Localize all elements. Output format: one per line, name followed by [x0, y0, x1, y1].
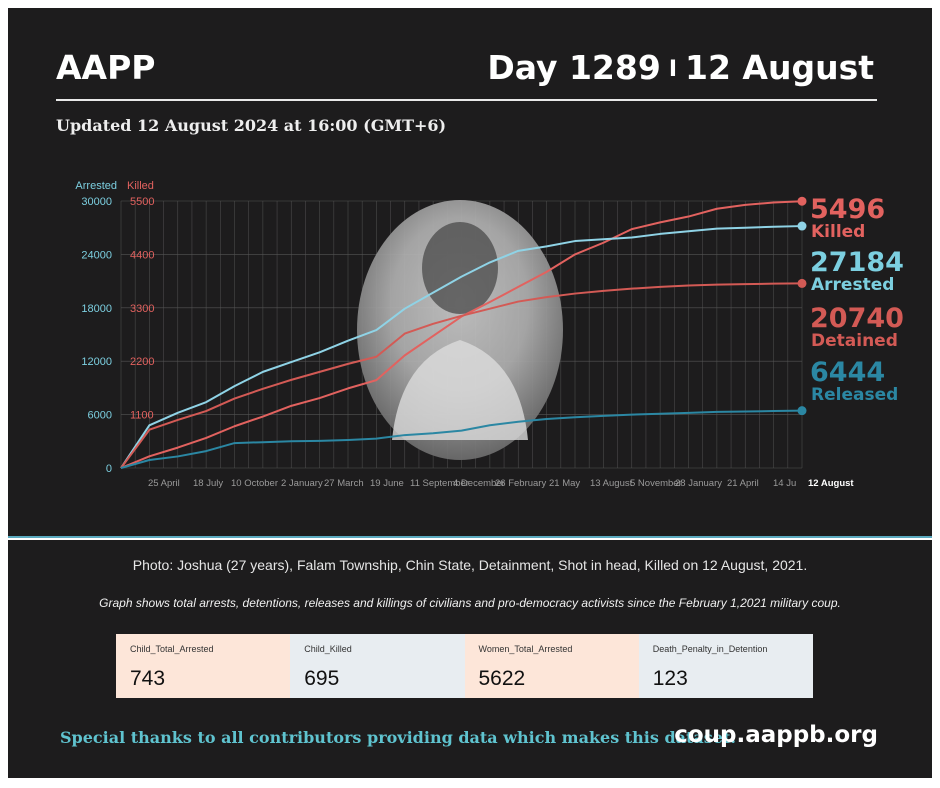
left-axis-tick-label: 30000: [81, 196, 112, 208]
x-tick-label: 5 November: [630, 478, 682, 489]
kpi-tile: Death_Penalty_in_Detention 123: [638, 634, 813, 698]
kpi-label: Child_Killed: [304, 644, 352, 654]
series-line-arrested: [120, 225, 803, 469]
day-date: 12 August: [685, 48, 874, 87]
series-line-detained: [120, 282, 803, 469]
graph-note: Graph shows total arrests, detentions, r…: [99, 596, 841, 610]
end-label-value: 6444: [810, 357, 885, 388]
series-end-dot-killed: [797, 196, 807, 206]
right-axis-tick-label: 4400: [130, 249, 154, 261]
day-number: Day 1289: [487, 48, 661, 87]
site-url[interactable]: coup.aappb.org: [674, 722, 878, 748]
kpi-row: Child_Total_Arrested 743 Child_Killed 695 Wo…: [116, 634, 813, 698]
x-tick-label: 25 April: [148, 478, 180, 489]
end-label-value: 20740: [810, 303, 904, 334]
portrait-shirt: [392, 340, 528, 440]
end-label-name: Killed: [811, 222, 865, 242]
x-tick-label: 26 February: [495, 478, 546, 489]
kpi-value: 695: [304, 667, 340, 690]
x-tick-label: 19 June: [370, 478, 404, 489]
thanks-text: Special thanks to all contributors provi…: [60, 728, 736, 747]
left-axis-tick-label: 12000: [81, 356, 112, 368]
kpi-label: Women_Total_Arrested: [478, 644, 573, 654]
section-divider: [8, 536, 932, 538]
kpi-value: 123: [652, 667, 688, 690]
axis-labels: 0 6000 1100 12000 2200 18000 3300 24000 4400 3000…: [75, 180, 854, 489]
x-tick-label: 10 October: [231, 478, 278, 489]
kpi-value: 5622: [478, 667, 526, 690]
left-axis-tick-label: 0: [106, 463, 112, 475]
series-line-released: [120, 409, 803, 469]
left-axis-tick-label: 18000: [81, 303, 112, 315]
updated-timestamp: Updated 12 August 2024 at 16:00 (GMT+6): [56, 116, 447, 135]
x-tick-label: 13 August: [590, 478, 633, 489]
series-end-dot-detained: [797, 278, 807, 288]
x-tick-label: 21 April: [727, 478, 759, 489]
left-axis-tick-label: 24000: [81, 249, 112, 261]
day-separator: I: [668, 57, 678, 82]
right-axis-title: Killed: [127, 180, 154, 192]
series-end-dot-arrested: [797, 221, 807, 231]
kpi-tile: Child_Killed 695: [290, 634, 465, 698]
end-label-value: 5496: [810, 194, 885, 225]
end-label-name: Released: [811, 385, 898, 405]
left-axis-tick-label: 6000: [88, 410, 112, 422]
end-label-value: 27184: [810, 247, 904, 278]
x-tick-label: 12 August: [808, 478, 854, 489]
kpi-label: Child_Total_Arrested: [130, 644, 214, 654]
x-tick-label: 21 May: [549, 478, 580, 489]
portrait-photo: [357, 200, 563, 460]
cumulative-line-chart: 0 6000 1100 12000 2200 18000 3300 24000 4400 3000…: [75, 180, 904, 489]
kpi-tile: Child_Total_Arrested 743: [116, 634, 291, 698]
x-tick-label: 2 January: [281, 478, 323, 489]
end-label-name: Detained: [811, 331, 898, 351]
right-axis-tick-label: 3300: [130, 303, 154, 315]
x-tick-label: 28 January: [675, 478, 722, 489]
x-tick-label: 14 Ju: [773, 478, 796, 489]
right-axis-tick-label: 5500: [130, 196, 154, 208]
portrait-head: [422, 222, 498, 314]
x-tick-label: 4 December: [453, 478, 505, 489]
right-axis-tick-label: 1100: [130, 410, 154, 422]
kpi-value: 743: [130, 667, 166, 690]
photo-caption: Photo: Joshua (27 years), Falam Township…: [132, 557, 808, 573]
day-counter: Day 1289 I 12 August: [487, 48, 874, 87]
x-tick-label: 18 July: [193, 478, 223, 489]
series-lines: [120, 196, 807, 469]
kpi-label: Death_Penalty_in_Detention: [652, 644, 768, 654]
x-tick-label: 11 September: [410, 478, 469, 489]
header-rule: [56, 99, 877, 101]
end-label-name: Arrested: [811, 275, 894, 295]
left-axis-title: Arrested: [75, 180, 117, 192]
series-end-dot-released: [797, 406, 807, 416]
kpi-tile: Women_Total_Arrested 5622: [464, 634, 639, 698]
x-tick-label: 27 March: [324, 478, 364, 489]
brand-title: AAPP: [56, 48, 156, 87]
right-axis-tick-label: 2200: [130, 356, 154, 368]
